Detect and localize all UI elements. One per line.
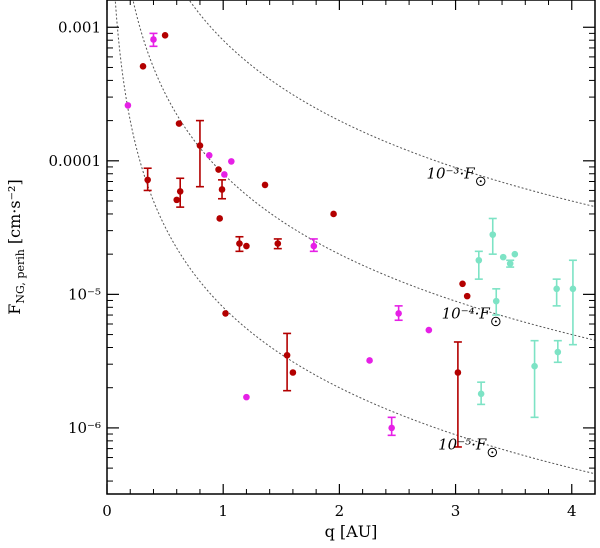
curve-label: 10⁻⁴·F	[442, 304, 491, 322]
y-axis-label-sub: NG, perih	[14, 249, 27, 303]
reference-curve	[132, 0, 595, 341]
data-point-red	[218, 186, 226, 193]
data-point-teal	[477, 390, 485, 398]
data-point-red	[459, 280, 466, 288]
data-point-red	[222, 310, 229, 317]
plot-frame	[106, 0, 596, 495]
svg-text:FNG, perih [cm·s⁻²]: FNG, perih [cm·s⁻²]	[5, 179, 27, 314]
data-point-teal	[489, 231, 497, 238]
data-point-red	[283, 351, 291, 359]
data-points	[124, 32, 577, 448]
data-point-red	[274, 240, 282, 247]
y-axis-label-main: F	[5, 304, 24, 315]
x-tick-label: 3	[451, 502, 461, 520]
sun-symbol	[487, 447, 498, 458]
sun-symbol-dot	[491, 451, 494, 454]
data-point-magenta	[395, 310, 402, 317]
data-point-red	[261, 181, 269, 189]
data-point-teal	[531, 362, 538, 370]
data-point-magenta	[205, 151, 213, 159]
x-axis-label: q [AU]	[325, 522, 378, 541]
data-point-teal	[492, 297, 500, 305]
data-point-teal	[499, 253, 507, 261]
data-point-red	[236, 240, 243, 247]
data-point-teal	[506, 260, 514, 267]
curve-label: 10⁻³·F	[427, 164, 476, 182]
data-point-magenta	[388, 424, 395, 432]
data-point-red	[161, 32, 169, 39]
x-tick-label: 2	[335, 502, 345, 520]
sun-symbol-dot	[494, 320, 497, 323]
data-point-red	[215, 166, 222, 173]
axis-ticks: 0 1 2 3 4 10⁻⁶ 10⁻⁵ 0.0001 0.001	[49, 0, 595, 520]
data-point-teal	[554, 348, 562, 356]
data-point-red	[196, 142, 204, 149]
data-point-red	[243, 242, 250, 250]
reference-curve	[188, 0, 595, 208]
data-point-magenta	[124, 102, 132, 109]
data-point-teal	[569, 285, 577, 293]
y-axis-label: FNG, perih [cm·s⁻²]	[5, 179, 27, 314]
y-tick-label: 0.0001	[49, 152, 102, 170]
y-axis-label-unit: [cm·s⁻²]	[5, 179, 24, 244]
data-point-magenta	[366, 357, 373, 364]
data-point-red	[289, 369, 297, 376]
reference-curves	[114, 0, 595, 475]
data-point-teal	[511, 250, 519, 258]
sun-symbol	[476, 176, 486, 186]
data-point-red	[173, 196, 181, 204]
data-point-red	[176, 188, 184, 195]
curve-labels: 10⁻³·F 10⁻⁴·F 10⁻⁵·F	[427, 164, 501, 458]
data-point-red	[454, 369, 462, 376]
y-tick-label: 10⁻⁵	[68, 285, 101, 303]
data-point-magenta	[243, 393, 250, 401]
sun-symbol-dot	[479, 180, 482, 183]
data-point-magenta	[150, 36, 157, 43]
sun-symbol	[491, 316, 501, 327]
data-point-teal	[475, 256, 483, 264]
data-point-red	[463, 292, 471, 300]
data-point-magenta	[310, 242, 318, 250]
reference-curve	[114, 0, 595, 475]
data-point-red	[175, 120, 183, 127]
data-point-red	[330, 210, 337, 218]
data-point-magenta	[228, 158, 235, 165]
data-point-magenta	[221, 171, 228, 178]
curve-label: 10⁻⁵·F	[438, 435, 487, 453]
x-tick-label: 4	[567, 502, 577, 520]
data-point-red	[216, 215, 224, 222]
data-point-teal	[553, 285, 560, 293]
y-tick-label: 10⁻⁶	[68, 419, 101, 437]
data-point-red	[144, 176, 151, 184]
x-tick-label: 1	[218, 502, 228, 520]
data-point-red	[139, 63, 147, 70]
x-tick-label: 0	[102, 502, 112, 520]
data-point-magenta	[425, 326, 433, 334]
y-tick-label: 0.001	[58, 18, 101, 36]
